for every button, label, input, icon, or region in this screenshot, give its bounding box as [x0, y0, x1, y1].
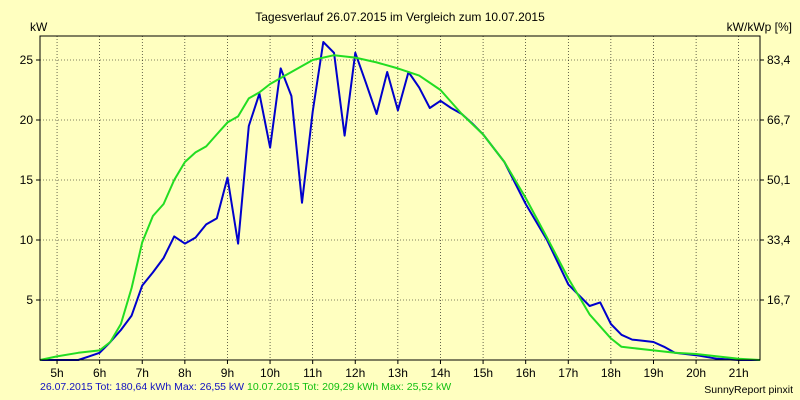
y-tick-label: 15: [20, 173, 34, 187]
x-tick-label: 20h: [686, 366, 706, 380]
legend-footer: 26.07.2015 Tot: 180,64 kWh Max: 26,55 kW…: [40, 381, 451, 393]
y2-tick-label: 16,7: [767, 293, 791, 307]
y-axis-unit-right: kW/kWp [%]: [726, 20, 792, 34]
y2-tick-label: 66,7: [767, 113, 791, 127]
y-tick-label: 10: [20, 233, 34, 247]
series-line-1: [40, 41, 760, 361]
series-line-2: [39, 54, 761, 361]
x-tick-label: 15h: [473, 366, 493, 380]
y-axis-unit-left: kW: [30, 20, 48, 34]
legend-series-2: 10.07.2015 Tot: 209,29 kWh Max: 25,52 kW: [247, 381, 452, 393]
y2-tick-label: 83,4: [767, 53, 791, 67]
x-tick-label: 14h: [430, 366, 450, 380]
x-tick-label: 18h: [601, 366, 621, 380]
y2-tick-label: 33,4: [767, 233, 791, 247]
x-tick-label: 17h: [558, 366, 578, 380]
x-tick-label: 13h: [388, 366, 408, 380]
plot-frame: [36, 35, 764, 364]
x-tick-label: 12h: [345, 366, 365, 380]
x-tick-label: 5h: [50, 366, 63, 380]
x-tick-label: 6h: [93, 366, 106, 380]
y-tick-label: 5: [26, 293, 33, 307]
legend-series-1: 26.07.2015 Tot: 180,64 kWh Max: 26,55 kW: [40, 381, 245, 393]
grid-lines: [40, 36, 760, 360]
x-tick-label: 19h: [643, 366, 663, 380]
x-tick-label: 21h: [729, 366, 749, 380]
x-tick-label: 9h: [221, 366, 234, 380]
y-tick-label: 25: [20, 53, 34, 67]
credit-text: SunnyReport pinxit: [704, 384, 793, 396]
y2-tick-label: 50,1: [767, 173, 791, 187]
x-tick-label: 7h: [136, 366, 149, 380]
x-tick-label: 16h: [516, 366, 536, 380]
x-tick-label: 10h: [260, 366, 280, 380]
chart-title: Tagesverlauf 26.07.2015 im Vergleich zum…: [255, 10, 545, 24]
y-tick-label: 20: [20, 113, 34, 127]
series-layer: [39, 41, 761, 361]
tick-labels: 5h 6h 7h 8h 9h 10h 11h 12h 13h 14h 15h 16h 17h 18h 19h…: [20, 53, 791, 380]
x-tick-label: 11h: [303, 366, 322, 380]
x-tick-label: 8h: [178, 366, 191, 380]
plot-border: [39, 35, 761, 361]
